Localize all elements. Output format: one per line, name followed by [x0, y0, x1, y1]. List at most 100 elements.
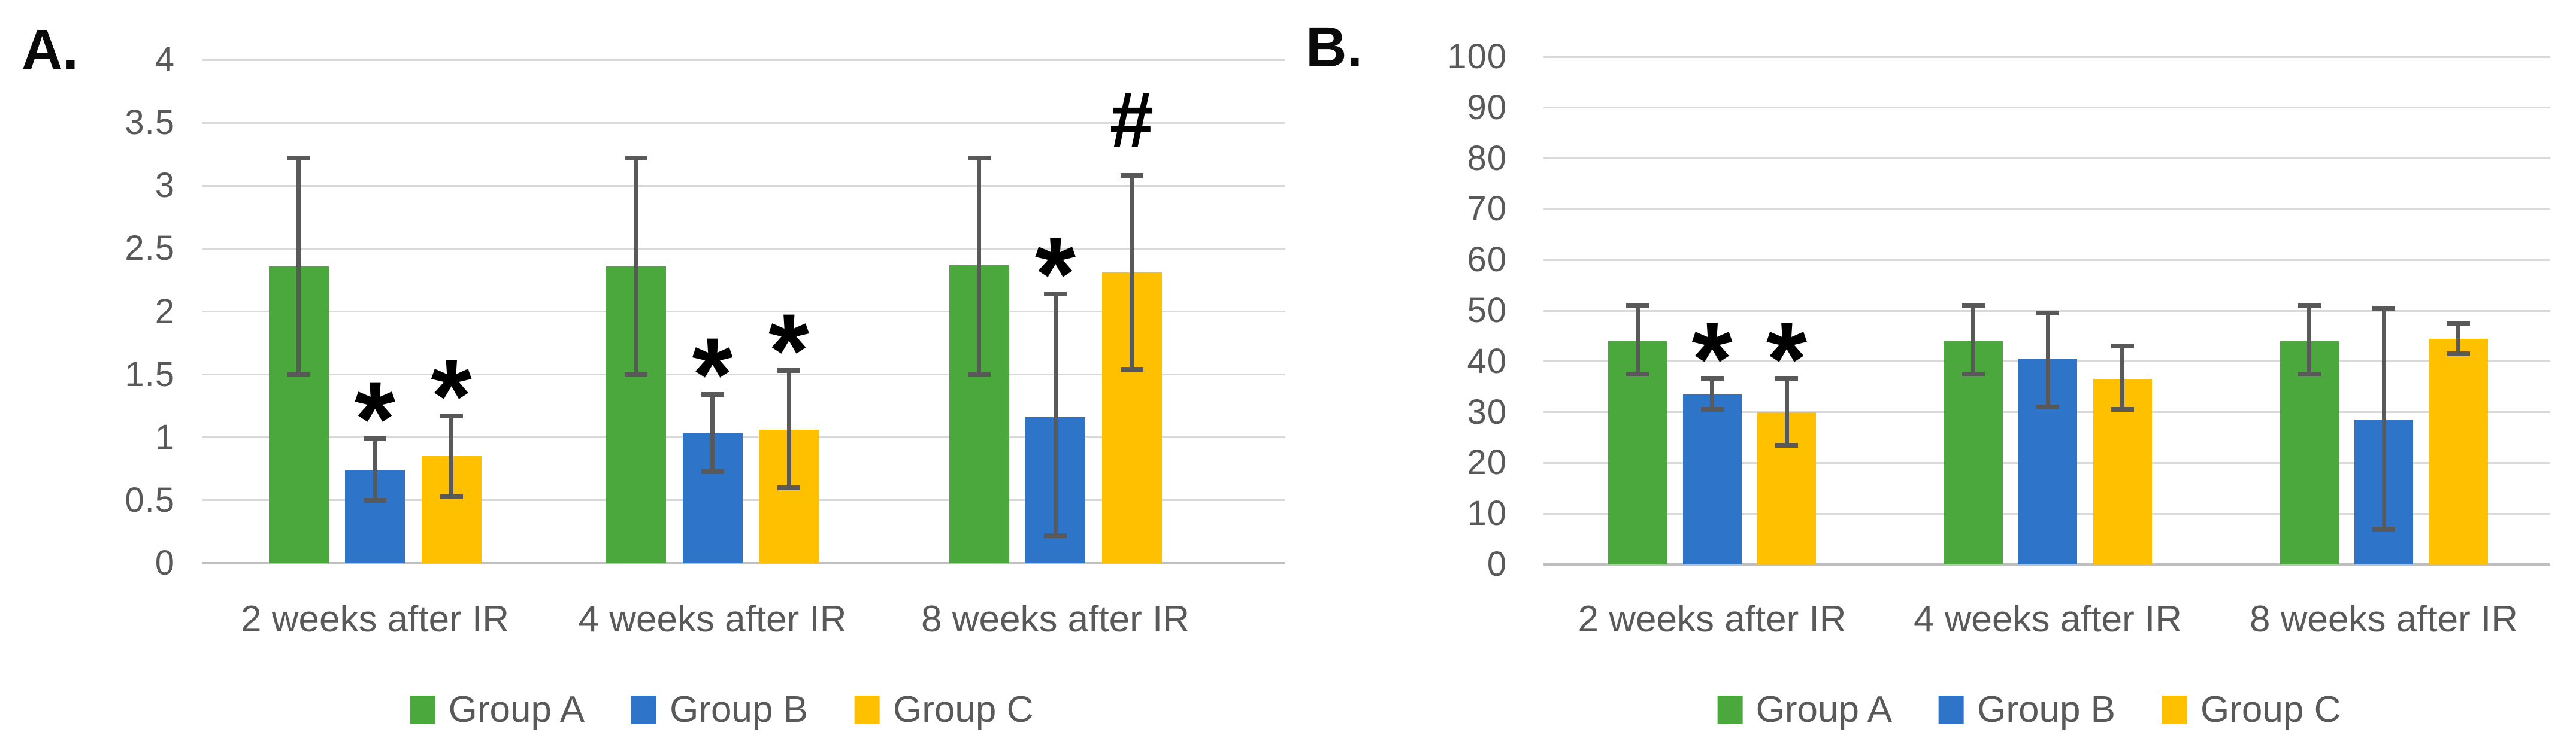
error-bar-cap-bottom	[1626, 372, 1649, 376]
category-label: 8 weeks after IR	[921, 599, 1189, 640]
error-bar-cap-top	[1044, 292, 1067, 297]
error-bar	[296, 157, 301, 375]
error-bar-cap-top	[1120, 173, 1143, 178]
error-bar-cap-top	[2297, 303, 2321, 308]
error-bar-cap-top	[1626, 303, 1649, 308]
error-bar-cap-bottom	[625, 372, 647, 377]
legend-swatch-group-b	[631, 695, 657, 724]
legend-label: Group B	[670, 689, 809, 730]
category-label: 2 weeks after IR	[241, 599, 509, 640]
bar-group-c	[2429, 338, 2488, 564]
error-bar-cap-bottom	[2111, 407, 2134, 412]
error-bar-cap-bottom	[1961, 372, 1985, 376]
error-bar	[1710, 379, 1714, 410]
y-tick-label: 80	[1467, 138, 1507, 178]
legend-label: Group C	[893, 689, 1034, 730]
gridline	[202, 59, 1285, 61]
category-label: 8 weeks after IR	[2250, 599, 2518, 640]
error-bar	[373, 438, 377, 500]
legend-item: Group B	[1939, 688, 2115, 731]
y-tick-label: 0	[1487, 545, 1507, 584]
error-bar-cap-bottom	[2447, 351, 2470, 357]
y-tick-label: 70	[1467, 189, 1507, 229]
error-bar-cap-top	[2447, 321, 2470, 326]
y-tick-label: 1.5	[125, 354, 175, 394]
gridline	[202, 311, 1285, 312]
y-tick-label: 0.5	[125, 480, 175, 520]
bar-group-a	[1944, 341, 2003, 564]
y-tick-label: 100	[1447, 37, 1507, 76]
y-tick-label: 3	[155, 166, 175, 205]
legend-swatch-group-c	[855, 695, 880, 724]
error-bar-cap-top	[440, 414, 463, 418]
legend-swatch-group-a	[410, 695, 435, 724]
y-tick-label: 10	[1467, 494, 1507, 533]
error-bar	[1130, 175, 1134, 370]
y-tick-label: 40	[1467, 341, 1507, 381]
legend-swatch-group-b	[1939, 695, 1964, 724]
gridline	[1543, 107, 2550, 109]
error-bar-cap-top	[287, 155, 310, 160]
legend-item: Group B	[631, 688, 808, 731]
error-bar-cap-top	[364, 436, 386, 441]
error-bar-cap-top	[701, 392, 724, 397]
error-bar	[786, 371, 791, 488]
error-bar	[2456, 323, 2460, 354]
x-axis-line	[202, 562, 1285, 564]
legend-label: Group A	[1755, 689, 1893, 730]
error-bar-cap-top	[777, 368, 800, 374]
legend-label: Group B	[1977, 689, 2116, 730]
y-tick-label: 2	[155, 292, 175, 331]
error-bar	[1053, 294, 1058, 536]
error-bar	[634, 157, 638, 375]
legend-item: Group C	[2162, 688, 2341, 731]
error-bar-cap-bottom	[1044, 533, 1067, 538]
gridline	[1543, 208, 2550, 210]
bar-group-b	[1682, 394, 1742, 564]
error-bar-cap-bottom	[1120, 367, 1143, 372]
error-bar	[1971, 305, 1975, 374]
error-bar-cap-bottom	[2036, 405, 2059, 410]
error-bar-cap-top	[2111, 344, 2134, 349]
gridline	[1543, 56, 2550, 58]
legend-chart-b: Group A Group B Group C	[1717, 688, 2341, 731]
legend-item: Group C	[855, 688, 1033, 731]
gridline	[202, 184, 1285, 187]
error-bar	[1635, 305, 1640, 374]
gridline	[202, 436, 1285, 439]
legend-item: Group A	[1717, 688, 1893, 731]
error-bar-cap-bottom	[701, 469, 724, 474]
legend-chart-a: Group A Group B Group C	[410, 688, 1033, 731]
legend-swatch-group-a	[1717, 695, 1743, 724]
error-bar-cap-bottom	[777, 485, 800, 490]
panel-label-a: A.	[22, 18, 78, 81]
gridline	[1543, 157, 2550, 160]
y-tick-label: 0	[155, 543, 175, 582]
category-label: 2 weeks after IR	[1578, 599, 1847, 640]
gridline	[1543, 259, 2550, 261]
error-bar	[449, 416, 453, 497]
error-bar-cap-bottom	[287, 372, 310, 377]
y-tick-label: 50	[1467, 291, 1507, 330]
error-bar-cap-top	[1961, 303, 1985, 308]
y-tick-label: 90	[1467, 87, 1507, 127]
error-bar	[2381, 308, 2386, 529]
error-bar-cap-top	[967, 155, 991, 160]
legend-label: Group A	[448, 689, 585, 730]
error-bar-cap-bottom	[1775, 442, 1798, 448]
gridline	[202, 374, 1285, 376]
bar-group-a	[1608, 341, 1667, 564]
y-tick-label: 1	[155, 417, 175, 457]
error-bar-cap-bottom	[2297, 372, 2321, 376]
x-axis-line	[1543, 563, 2550, 566]
error-bar	[2120, 346, 2124, 410]
error-bar-cap-bottom	[2372, 526, 2395, 532]
legend-item: Group A	[410, 688, 585, 731]
y-tick-label: 60	[1467, 240, 1507, 280]
gridline	[1543, 309, 2550, 312]
error-bar-cap-top	[2036, 311, 2059, 316]
category-label: 4 weeks after IR	[578, 599, 847, 640]
error-bar-cap-top	[625, 155, 647, 160]
panel-label-b: B.	[1306, 16, 1363, 79]
error-bar-cap-bottom	[364, 497, 386, 503]
